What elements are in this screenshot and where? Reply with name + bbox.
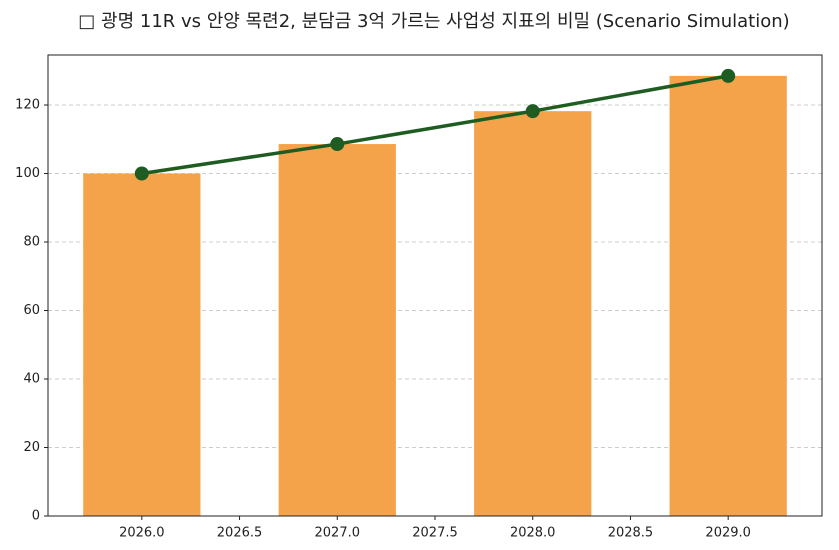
y-tick-label: 80 xyxy=(23,235,40,250)
y-tick-label: 20 xyxy=(23,440,40,455)
chart-title: □ 광명 11R vs 안양 목련2, 분담금 3억 가르는 사업성 지표의 비… xyxy=(78,11,789,32)
y-tick-label: 0 xyxy=(32,509,40,524)
x-tick-label: 2026.0 xyxy=(119,526,165,541)
y-tick-label: 40 xyxy=(23,372,40,387)
x-tick-label: 2027.5 xyxy=(412,526,458,541)
x-tick-label: 2029.0 xyxy=(705,526,751,541)
marker xyxy=(134,166,149,181)
plot-frame xyxy=(47,54,823,517)
bar xyxy=(669,75,787,516)
x-tick-label: 2027.0 xyxy=(315,526,361,541)
marker xyxy=(330,137,345,152)
x-tick-label: 2028.5 xyxy=(608,526,654,541)
line xyxy=(141,74,729,176)
y-tick-label: 120 xyxy=(15,98,40,113)
bar xyxy=(83,173,201,516)
bar xyxy=(278,144,396,517)
x-tick-label: 2028.0 xyxy=(510,526,556,541)
y-tick-label: 60 xyxy=(23,303,40,318)
marker xyxy=(525,104,540,119)
y-tick-label: 100 xyxy=(15,166,40,181)
bar xyxy=(474,111,592,517)
marker xyxy=(721,68,736,83)
x-tick-label: 2026.5 xyxy=(217,526,263,541)
